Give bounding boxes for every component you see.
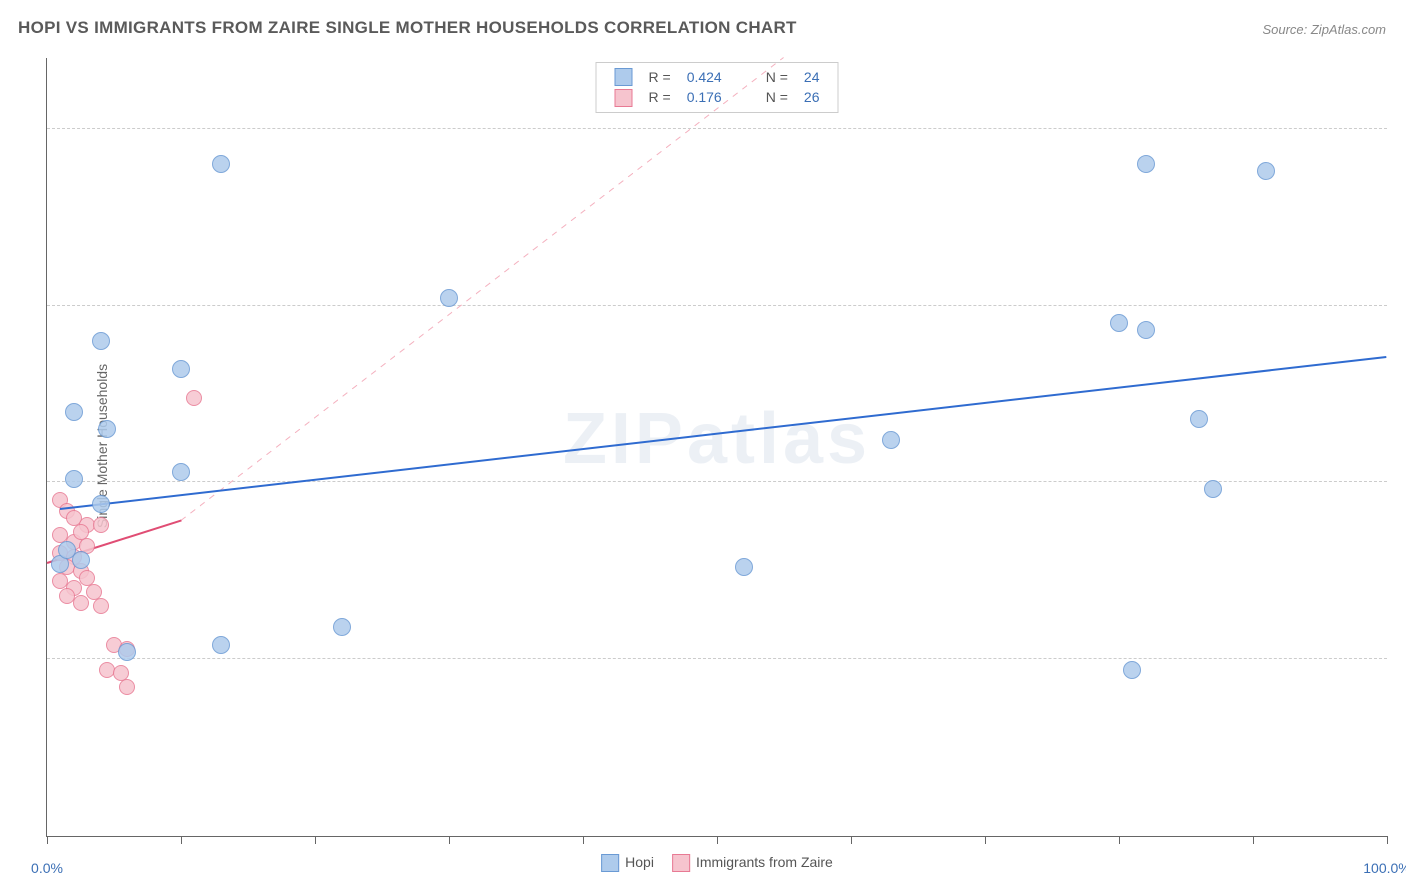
x-tick [583,836,584,844]
hopi-data-point [98,420,116,438]
x-tick [449,836,450,844]
hopi-data-point [1137,321,1155,339]
legend-swatch [601,854,619,872]
zaire-data-point [73,595,89,611]
legend-label: Immigrants from Zaire [696,854,833,870]
zaire-regression-extension [181,57,785,521]
hopi-data-point [1110,314,1128,332]
hopi-data-point [333,618,351,636]
gridline [47,128,1387,129]
hopi-data-point [735,558,753,576]
hopi-data-point [1190,410,1208,428]
hopi-regression-line [60,356,1387,510]
hopi-data-point [92,495,110,513]
hopi-data-point [212,155,230,173]
x-tick [315,836,316,844]
correlation-stat-box: R =0.424N =24R =0.176N =26 [596,62,839,113]
legend-swatch [615,89,633,107]
legend-item: Immigrants from Zaire [672,854,833,872]
hopi-data-point [1204,480,1222,498]
chart-title: HOPI VS IMMIGRANTS FROM ZAIRE SINGLE MOT… [18,18,797,38]
hopi-data-point [58,541,76,559]
x-tick-label: 100.0% [1363,860,1406,876]
legend-swatch [615,68,633,86]
zaire-data-point [93,598,109,614]
hopi-data-point [440,289,458,307]
y-tick-label: 10.0% [1392,458,1406,474]
r-label: R = [641,87,679,107]
x-tick [985,836,986,844]
x-tick [181,836,182,844]
gridline [47,658,1387,659]
x-tick [1387,836,1388,844]
zaire-data-point [93,517,109,533]
x-tick [1253,836,1254,844]
n-value: 24 [796,67,828,87]
hopi-data-point [92,332,110,350]
hopi-data-point [882,431,900,449]
hopi-data-point [65,470,83,488]
y-tick-label: 20.0% [1392,105,1406,121]
hopi-data-point [118,643,136,661]
r-value: 0.424 [679,67,730,87]
gridline [47,481,1387,482]
legend-swatch [672,854,690,872]
zaire-data-point [73,524,89,540]
hopi-data-point [172,360,190,378]
x-tick [717,836,718,844]
legend-label: Hopi [625,854,654,870]
watermark-text: ZIPatlas [563,398,871,480]
y-tick-label: 15.0% [1392,282,1406,298]
x-tick [1119,836,1120,844]
n-label: N = [758,67,796,87]
plot-area: ZIPatlas R =0.424N =24R =0.176N =26 Hopi… [46,58,1387,837]
gridline [47,305,1387,306]
legend-item: Hopi [601,854,654,872]
hopi-data-point [1137,155,1155,173]
n-value: 26 [796,87,828,107]
zaire-data-point [119,679,135,695]
x-tick [851,836,852,844]
r-label: R = [641,67,679,87]
hopi-data-point [1123,661,1141,679]
hopi-data-point [1257,162,1275,180]
x-tick [47,836,48,844]
y-tick-label: 5.0% [1392,635,1406,651]
x-tick-label: 0.0% [31,860,63,876]
n-label: N = [758,87,796,107]
hopi-data-point [65,403,83,421]
hopi-data-point [172,463,190,481]
hopi-data-point [212,636,230,654]
source-attribution: Source: ZipAtlas.com [1262,22,1386,37]
zaire-data-point [186,390,202,406]
series-legend: Hopi Immigrants from Zaire [601,854,833,872]
